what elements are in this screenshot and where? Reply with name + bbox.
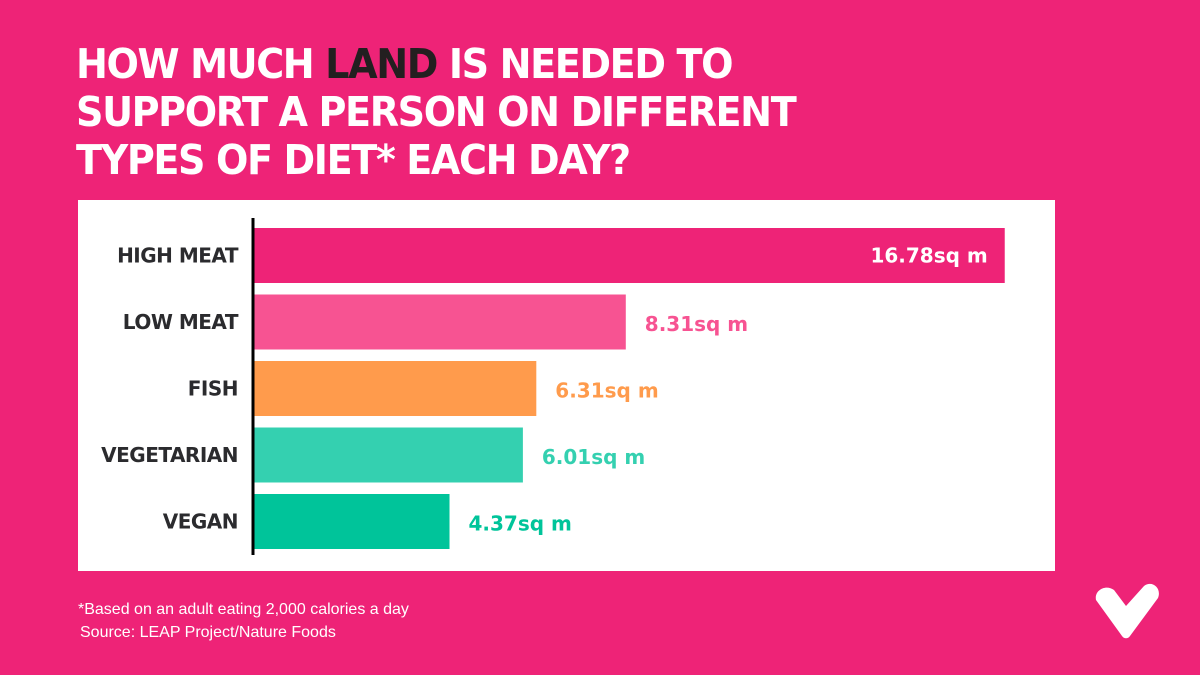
title-text: IS NEEDED TO bbox=[436, 40, 734, 88]
title-line-3: TYPES OF DIET* EACH DAY? bbox=[76, 136, 631, 184]
bar-chart: HIGH MEAT 16.78sq m LOW MEAT 8.31sq m FISH 6.… bbox=[101, 218, 1005, 555]
chart-panel: HIGH MEAT 16.78sq m LOW MEAT 8.31sq m FISH 6.… bbox=[78, 200, 1055, 571]
title-text: HOW MUCH bbox=[76, 40, 326, 88]
category-label: HIGH MEAT bbox=[117, 244, 239, 268]
title-line-1: HOW MUCH LAND IS NEEDED TO bbox=[76, 40, 795, 88]
bar-vegetarian bbox=[254, 427, 523, 483]
data-label: 6.31sq m bbox=[555, 379, 658, 403]
category-label: VEGETARIAN bbox=[101, 443, 238, 467]
title-highlight: LAND bbox=[325, 40, 438, 88]
footnote: *Based on an adult eating 2,000 calories… bbox=[78, 601, 409, 618]
category-label: FISH bbox=[188, 377, 238, 401]
category-label: LOW MEAT bbox=[123, 310, 239, 334]
bar-low-meat bbox=[254, 294, 626, 350]
data-label: 8.31sq m bbox=[645, 312, 748, 336]
category-label: VEGAN bbox=[163, 510, 238, 534]
chart-title: HOW MUCH LAND IS NEEDED TO SUPPORT A PER… bbox=[76, 40, 797, 184]
heart-check-icon bbox=[1095, 583, 1159, 639]
data-label: 16.78sq m bbox=[870, 244, 987, 268]
bar-vegan bbox=[254, 494, 450, 549]
bar-high-meat bbox=[254, 228, 1005, 283]
data-label: 6.01sq m bbox=[542, 445, 645, 469]
footer: *Based on an adult eating 2,000 calories… bbox=[78, 598, 409, 644]
data-label: 4.37sq m bbox=[469, 512, 572, 536]
source-note: Source: LEAP Project/Nature Foods bbox=[80, 624, 336, 641]
bar-fish bbox=[254, 361, 537, 416]
title-line-2: SUPPORT A PERSON ON DIFFERENT bbox=[76, 88, 797, 136]
